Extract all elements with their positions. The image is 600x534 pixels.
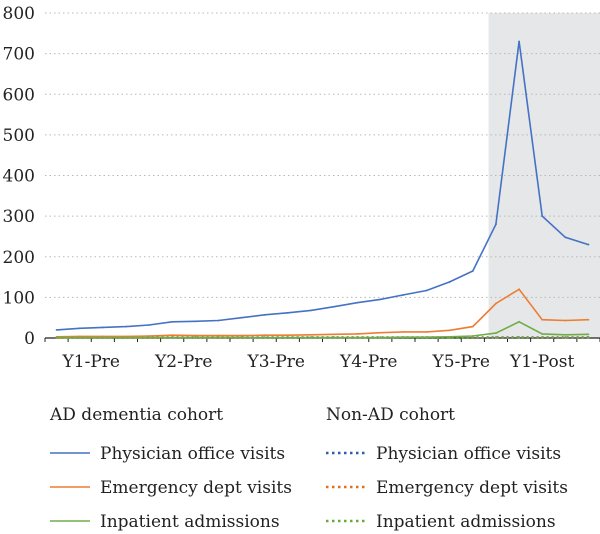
data-point	[564, 236, 566, 238]
data-point	[125, 326, 127, 328]
data-point	[56, 329, 58, 331]
data-point	[194, 335, 196, 337]
y-tick-label: 200	[3, 248, 35, 268]
data-point	[264, 337, 266, 339]
data-point	[148, 335, 150, 337]
data-point	[518, 337, 520, 339]
data-point	[194, 320, 196, 322]
data-point	[333, 337, 335, 339]
data-point	[356, 337, 358, 339]
y-tick-label: 800	[3, 4, 35, 24]
y-tick-label: 400	[3, 167, 35, 187]
x-tick-label: Y1-Post	[509, 352, 574, 372]
data-point	[264, 334, 266, 336]
y-tick-label: 600	[3, 85, 35, 105]
data-point	[588, 333, 590, 335]
legend-label: Physician office visits	[376, 444, 561, 464]
data-point	[449, 336, 451, 338]
y-tick-label: 0	[24, 329, 35, 349]
data-point	[264, 314, 266, 316]
data-point	[588, 244, 590, 246]
data-point	[310, 337, 312, 339]
data-point	[564, 320, 566, 322]
data-point	[241, 337, 243, 339]
data-point	[171, 321, 173, 323]
data-point	[495, 303, 497, 305]
data-point	[171, 334, 173, 336]
data-point	[449, 329, 451, 331]
data-point	[241, 335, 243, 337]
data-point	[241, 317, 243, 319]
data-point	[426, 290, 428, 292]
data-point	[379, 332, 381, 334]
data-point	[564, 334, 566, 336]
data-point	[218, 337, 220, 339]
data-point	[426, 331, 428, 333]
data-point	[56, 337, 58, 339]
legend-label: Inpatient admissions	[376, 512, 556, 532]
data-point	[287, 312, 289, 314]
data-point	[541, 333, 543, 335]
data-point	[218, 335, 220, 337]
data-point	[356, 333, 358, 335]
data-point	[194, 337, 196, 339]
data-point	[379, 337, 381, 339]
data-point	[218, 320, 220, 322]
data-point	[541, 337, 543, 339]
data-point	[171, 337, 173, 339]
data-point	[356, 302, 358, 304]
legend-label: Inpatient admissions	[100, 512, 280, 532]
data-point	[287, 334, 289, 336]
data-point	[379, 299, 381, 301]
data-point	[541, 319, 543, 321]
data-point	[287, 337, 289, 339]
data-point	[564, 337, 566, 339]
data-point	[518, 41, 520, 43]
y-tick-label: 700	[3, 45, 35, 65]
legend-label: Emergency dept visits	[100, 478, 292, 498]
legend-group-title: Non-AD cohort	[326, 405, 455, 425]
data-point	[403, 331, 405, 333]
data-point	[148, 337, 150, 339]
data-point	[125, 337, 127, 339]
data-point	[472, 335, 474, 337]
data-point	[333, 333, 335, 335]
data-point	[449, 281, 451, 283]
legend-label: Physician office visits	[100, 444, 285, 464]
legend-label: Emergency dept visits	[376, 478, 568, 498]
data-point	[588, 337, 590, 339]
data-point	[518, 321, 520, 323]
data-point	[495, 337, 497, 339]
data-point	[148, 324, 150, 326]
x-tick-label: Y3-Pre	[247, 352, 305, 372]
data-point	[310, 309, 312, 311]
data-point	[588, 319, 590, 321]
x-tick-label: Y4-Pre	[339, 352, 397, 372]
data-point	[472, 326, 474, 328]
y-tick-label: 100	[3, 288, 35, 308]
data-point	[102, 327, 104, 329]
data-point	[333, 306, 335, 308]
data-point	[472, 270, 474, 272]
x-tick-label: Y1-Pre	[62, 352, 120, 372]
data-point	[472, 337, 474, 339]
data-point	[403, 294, 405, 296]
legend-group-title: AD dementia cohort	[49, 405, 223, 425]
data-point	[310, 334, 312, 336]
data-point	[518, 288, 520, 290]
x-tick-label: Y2-Pre	[154, 352, 212, 372]
data-point	[426, 336, 428, 338]
data-point	[79, 337, 81, 339]
x-tick-label: Y5-Pre	[432, 352, 490, 372]
data-point	[495, 223, 497, 225]
data-point	[79, 327, 81, 329]
data-point	[403, 336, 405, 338]
y-tick-label: 300	[3, 207, 35, 227]
legend: AD dementia cohort Non-AD cohort Physician…	[49, 405, 568, 532]
data-point	[102, 337, 104, 339]
y-tick-label: 500	[3, 126, 35, 146]
data-point	[541, 215, 543, 217]
data-point	[495, 332, 497, 334]
